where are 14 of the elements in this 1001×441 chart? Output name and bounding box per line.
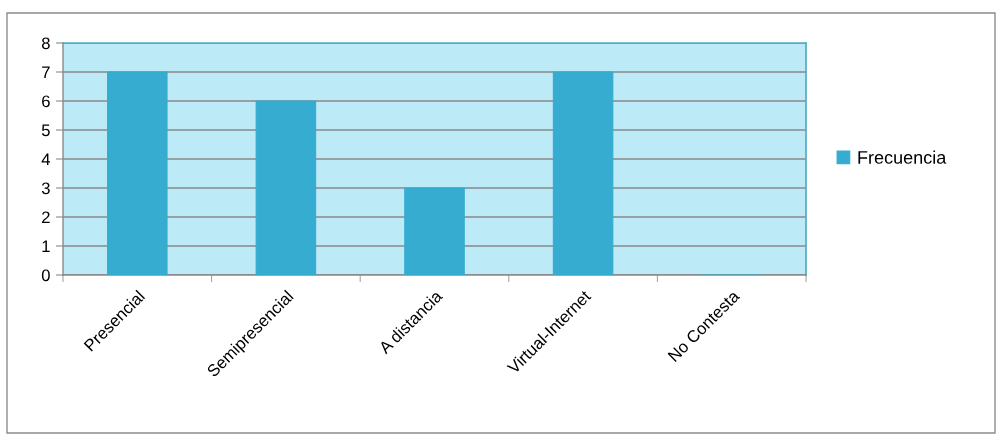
bar [552,71,614,275]
y-tick-label: 2 [42,211,50,224]
y-tick-label: 6 [42,95,50,108]
y-tick-label: 8 [41,37,50,50]
legend-label: Frecuencia [858,150,947,164]
bar [107,71,168,275]
y-tick-label: 5 [41,124,50,137]
y-tick-label: 0 [41,269,50,282]
y-tick-label: 1 [42,240,50,253]
y-tick-label: 3 [41,182,50,195]
y-tick-label: 4 [41,153,51,166]
bar [255,100,317,275]
y-tick-label: 7 [42,66,50,79]
bar [404,187,465,275]
